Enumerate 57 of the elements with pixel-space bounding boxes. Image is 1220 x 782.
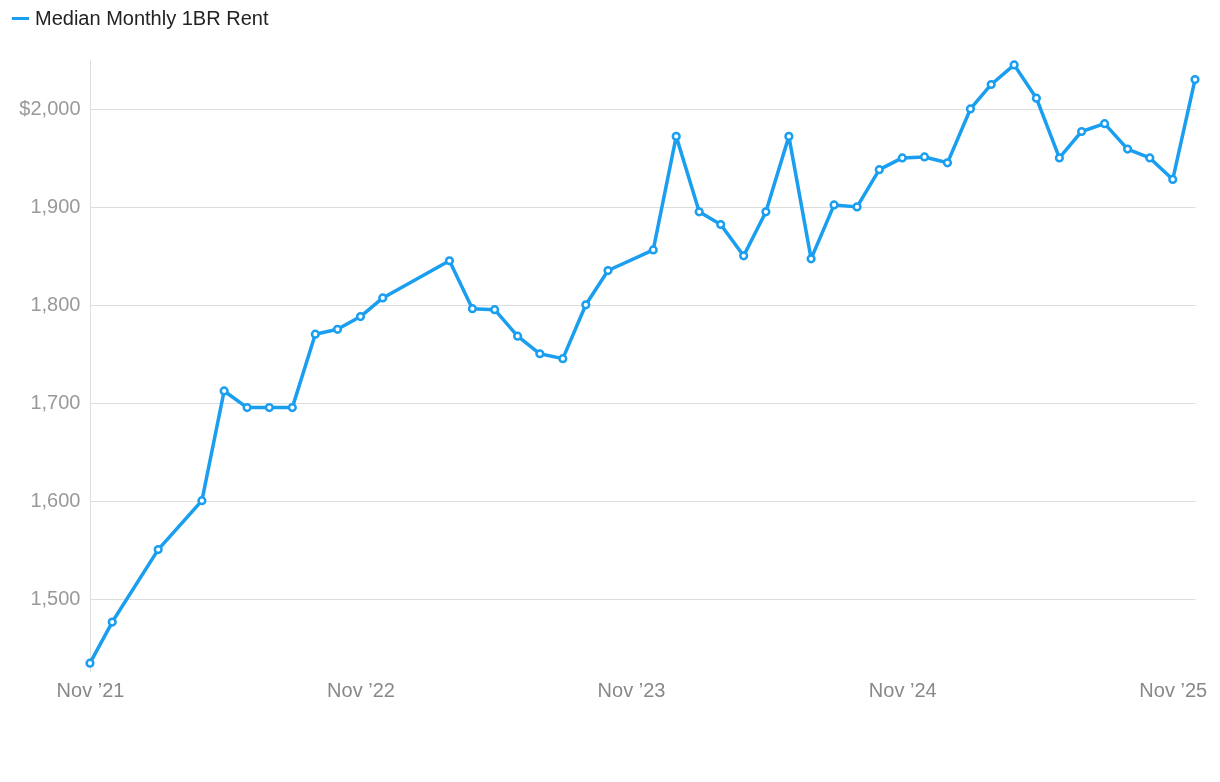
point [287, 403, 297, 413]
point [986, 79, 996, 90]
point [919, 152, 930, 162]
y-tick-label: 1,900 [30, 195, 81, 218]
legend-label: Median Monthly 1BR Rent [35, 6, 269, 29]
point [264, 403, 274, 413]
point [784, 131, 794, 141]
x-tick-label: Nov ’23 [597, 678, 666, 701]
point [1054, 153, 1064, 163]
point [490, 305, 500, 315]
point [535, 349, 545, 359]
point [942, 158, 953, 168]
x-tick-label: Nov ’21 [56, 678, 125, 701]
point [965, 104, 976, 114]
point [716, 219, 726, 230]
point [874, 165, 884, 175]
point [806, 254, 816, 264]
point [1145, 153, 1155, 163]
point [378, 293, 388, 303]
point [1190, 74, 1200, 85]
x-tick-label: Nov ’22 [327, 678, 395, 701]
point [219, 386, 229, 396]
y-tick-label: 1,500 [30, 587, 81, 610]
point [852, 202, 862, 212]
x-tick-label: Nov ’25 [1139, 678, 1208, 701]
point [1168, 174, 1178, 185]
x-tick-label: Nov ’24 [868, 678, 937, 701]
point [1031, 93, 1042, 103]
point [671, 131, 681, 141]
point [153, 545, 163, 555]
point [513, 331, 523, 341]
point [355, 311, 366, 322]
point [242, 403, 252, 413]
point [648, 245, 658, 255]
point [761, 207, 771, 217]
y-tick-label: 1,800 [30, 293, 81, 316]
point [197, 496, 207, 506]
point [1099, 119, 1110, 129]
point [107, 617, 117, 627]
point [332, 324, 343, 334]
point [310, 329, 320, 339]
point [581, 300, 591, 310]
point [85, 658, 95, 668]
point [558, 354, 568, 364]
point [739, 251, 749, 261]
point [897, 153, 907, 163]
point [829, 200, 839, 210]
y-tick-label: 1,600 [30, 489, 81, 512]
point [1077, 126, 1087, 137]
point [603, 265, 613, 276]
y-tick-label: 1,700 [30, 391, 81, 414]
point [1009, 60, 1019, 70]
point [444, 256, 455, 266]
point [694, 207, 704, 217]
point [1122, 144, 1133, 154]
y-tick-label: $2,000 [19, 97, 81, 120]
point [467, 304, 478, 314]
